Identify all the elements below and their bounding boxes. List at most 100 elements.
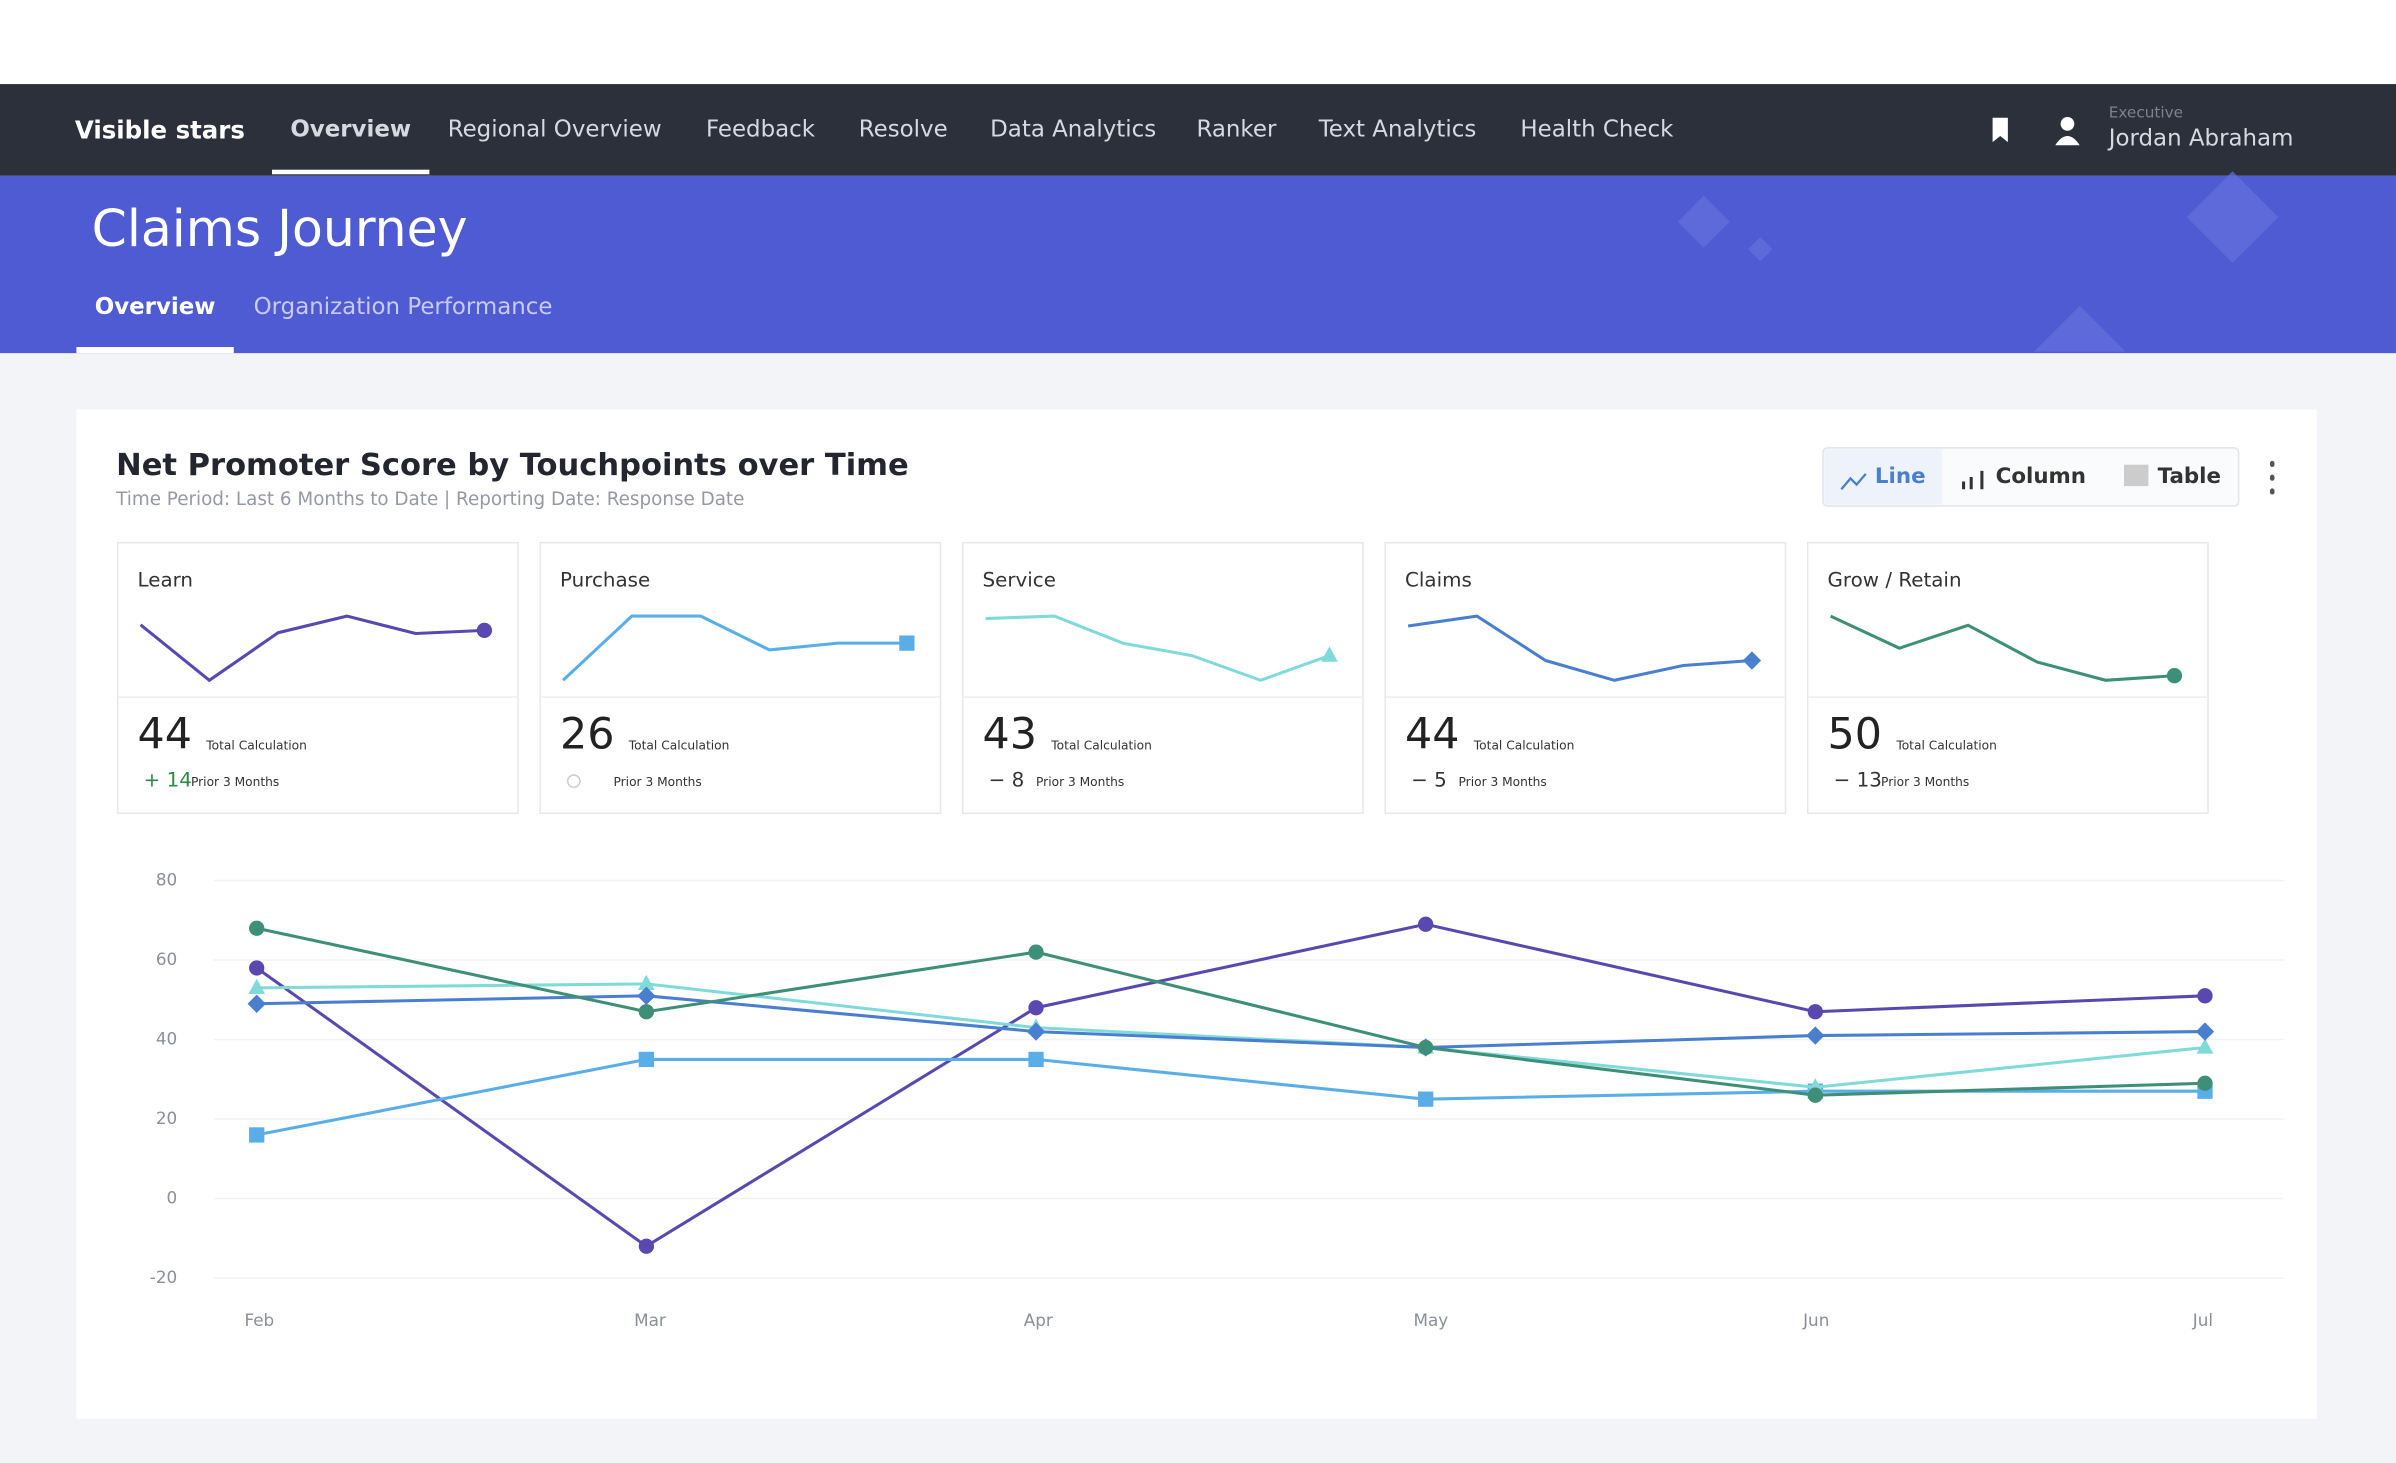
x-tick-label: Jul [2192,1310,2213,1330]
page-title: Claims Journey [92,199,468,258]
tab-underline [76,347,234,354]
marker [638,1004,655,1020]
series-line [256,982,2206,1089]
kpi-card [116,541,519,815]
y-tick-label: 20 [156,1108,177,1128]
marker [2166,668,2183,684]
y-tick-label: 40 [156,1029,177,1049]
nav-item[interactable]: Data Analytics [990,116,1156,142]
marker [2197,988,2213,1004]
kpi-change-label: Prior 3 Months [614,775,702,789]
sparkline [985,614,1330,682]
card-subtitle: Time Period: Last 6 Months to Date | Rep… [115,489,744,510]
nav-item[interactable]: Resolve [859,116,948,142]
card-title: Net Promoter Score by Touchpoints over T… [116,448,909,483]
series-line [255,922,2206,1249]
marker [1418,1091,1434,1107]
nav-items: Overview Regional Overview Feedback Resolve… [290,116,1674,142]
kpi-card [539,541,942,815]
kpi-change-label: Prior 3 Months [1036,775,1124,789]
user-icon[interactable] [2060,116,2075,131]
nav-item[interactable]: Ranker [1196,116,1276,142]
kpi-name: Service [983,568,1056,591]
kpi-value-label: Total Calculation [1473,739,1575,753]
view-active [1824,449,1943,505]
kpi-change-label: Prior 3 Months [1459,775,1547,789]
kpi-change-label: Prior 3 Months [1881,775,1969,789]
kpi-change: − 13 [1834,769,1882,792]
kpi-card [961,541,1364,815]
y-tick-label: 80 [156,870,177,890]
nav-item[interactable]: Text Analytics [1318,116,1477,142]
x-tick-label: Feb [244,1310,274,1330]
kpi-change: − 8 [989,769,1025,792]
marker [1028,944,1044,960]
kpi-change-label: Prior 3 Months [191,775,279,789]
header-band [0,175,2396,354]
table-icon [2124,464,2149,487]
nav-item[interactable]: Health Check [1520,116,1674,142]
kpi-value: 44 [138,709,192,759]
marker [1742,651,1762,670]
x-tick-label: Apr [1024,1310,1053,1330]
top-margin [0,0,2396,85]
kpi-name: Learn [138,568,194,591]
kpi-change-empty [566,774,581,789]
x-tick-label: Mar [634,1310,666,1330]
kpi-name: Claims [1405,568,1472,591]
marker [1418,1039,1434,1056]
nav-item[interactable]: Regional Overview [448,116,662,142]
user-role: Executive [2109,104,2183,122]
x-tick-label: May [1413,1310,1448,1330]
marker [249,920,265,936]
sparkline [1407,614,1753,682]
series-line [256,926,2206,1097]
kpi-value: 44 [1405,709,1459,759]
marker [249,960,265,976]
marker [1321,646,1338,662]
view-button[interactable]: Table [2158,464,2221,489]
bookmark-icon[interactable] [1992,117,2008,143]
marker [476,622,493,638]
active-underline [271,169,430,175]
marker [637,986,656,1005]
series-line [256,1057,2205,1137]
marker [1418,916,1434,932]
sparkline [139,614,485,683]
x-tick-label: Jun [1802,1310,1829,1330]
chart: 80 60 40 20 0 -20 Feb Mar Apr May Jun Jul [150,870,2285,1330]
kpi-value: 43 [983,709,1037,759]
marker [248,978,266,994]
kpi-name: Purchase [560,568,650,591]
y-tick-label: 0 [167,1188,178,1208]
marker [1028,1051,1044,1068]
marker [638,1238,655,1254]
view-button[interactable]: Column [1996,464,2086,489]
tab[interactable]: Overview [95,294,216,320]
marker [1807,1087,1823,1103]
nav-item[interactable]: Overview [290,116,411,142]
user-icon-body [2055,136,2080,146]
marker [2195,1022,2215,1041]
sparkline [1829,614,2175,682]
kpi-value: 50 [1828,709,1882,759]
kpi-value-label: Total Calculation [1050,739,1152,753]
kpi-value-label: Total Calculation [628,739,730,753]
kpi-value-label: Total Calculation [1895,739,1997,753]
nav-item[interactable]: Feedback [706,116,816,142]
kpi-value: 26 [560,709,614,759]
marker [638,1051,655,1068]
kpi-change: − 5 [1411,769,1447,792]
user-name[interactable]: Jordan Abraham [2107,126,2294,152]
decoration [1677,171,2279,352]
tab[interactable]: Organization Performance [254,294,553,320]
line-icon [1840,473,1867,490]
marker [1026,1022,1046,1041]
brand: Visible stars [75,115,245,144]
view-button[interactable]: Line [1875,464,1926,489]
marker [1028,1000,1044,1016]
marker [1807,1004,1823,1020]
